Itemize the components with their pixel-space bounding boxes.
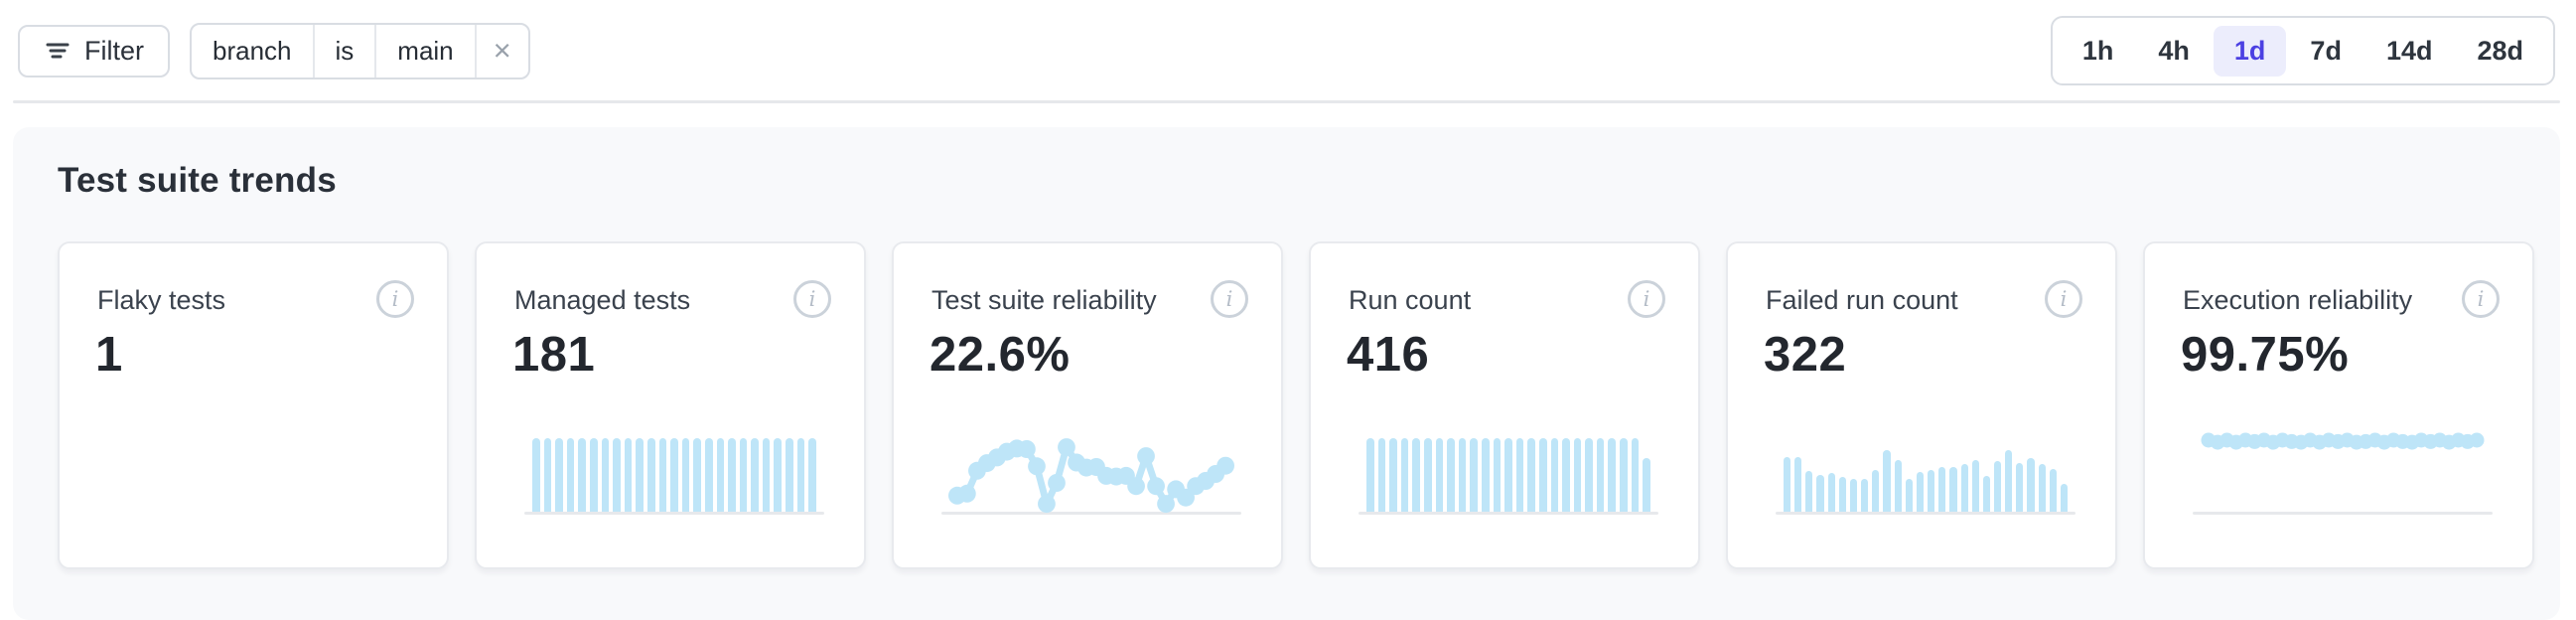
info-icon[interactable]: i — [1628, 280, 1665, 318]
sparkline-line-chart — [941, 432, 1241, 515]
sparkline-bar-chart — [1776, 432, 2075, 515]
card-label: Managed tests — [514, 285, 691, 315]
card-value: 22.6% — [930, 328, 1071, 382]
card-label: Failed run count — [1766, 285, 1958, 315]
info-icon[interactable]: i — [793, 280, 831, 318]
card-value: 416 — [1347, 328, 1430, 382]
toolbar-divider — [13, 100, 2560, 103]
sparkline-bar-chart — [524, 432, 824, 515]
sparkline-empty — [115, 432, 399, 512]
info-icon[interactable]: i — [376, 280, 414, 318]
time-range-option-1h[interactable]: 1h — [2081, 35, 2114, 66]
time-range-option-7d[interactable]: 7d — [2310, 35, 2342, 66]
card-value: 181 — [512, 328, 596, 382]
sparkline-bar-chart — [1359, 432, 1658, 515]
card-managed-tests: Managed tests i 181 — [475, 241, 866, 569]
card-run-count: Run count i 416 — [1309, 241, 1700, 569]
filter-button[interactable]: Filter — [18, 24, 170, 78]
filter-chip-operator[interactable]: is — [315, 24, 377, 78]
time-range-option-4h[interactable]: 4h — [2158, 35, 2190, 66]
test-suite-trends-panel: Test suite trends Flaky tests i 1 Manage… — [13, 127, 2560, 620]
close-icon[interactable]: × — [493, 33, 511, 68]
time-range-selector: 1h 4h 1d 7d 14d 28d — [2050, 16, 2555, 85]
time-range-option-28d[interactable]: 28d — [2477, 35, 2523, 66]
filter-lines-icon — [44, 39, 72, 63]
info-icon[interactable]: i — [2045, 280, 2082, 318]
filter-chip-field[interactable]: branch — [192, 24, 315, 78]
toolbar: Filter branch is main × 1h 4h 1d 7d 14d … — [18, 0, 2555, 101]
time-range-option-1d[interactable]: 1d — [2213, 25, 2287, 77]
card-label: Execution reliability — [2183, 285, 2413, 315]
card-label: Run count — [1349, 285, 1472, 315]
sparkline-dot-chart — [2193, 432, 2493, 515]
filter-button-label: Filter — [84, 35, 144, 66]
card-label: Test suite reliability — [931, 285, 1157, 315]
card-label: Flaky tests — [97, 285, 226, 315]
card-value: 1 — [95, 328, 123, 382]
filter-chip-branch-is-main[interactable]: branch is main × — [190, 22, 530, 79]
card-flaky-tests: Flaky tests i 1 — [58, 241, 449, 569]
card-test-suite-reliability: Test suite reliability i 22.6% — [892, 241, 1283, 569]
metric-cards-row: Flaky tests i 1 Managed tests i 181 Test… — [58, 241, 2534, 569]
card-value: 322 — [1764, 328, 1847, 382]
card-value: 99.75% — [2181, 328, 2350, 382]
filter-chip-value[interactable]: main — [376, 24, 477, 78]
card-execution-reliability: Execution reliability i 99.75% — [2143, 241, 2534, 569]
time-range-option-14d[interactable]: 14d — [2385, 35, 2433, 66]
info-icon[interactable]: i — [2462, 280, 2500, 318]
page-title: Test suite trends — [58, 161, 337, 200]
card-failed-run-count: Failed run count i 322 — [1726, 241, 2117, 569]
info-icon[interactable]: i — [1211, 280, 1248, 318]
